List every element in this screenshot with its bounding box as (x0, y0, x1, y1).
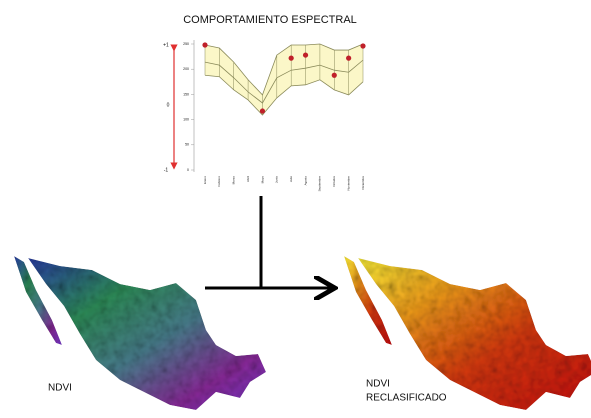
x-tick-label: Julio (289, 176, 293, 183)
x-tick-label: Septiembre (318, 176, 322, 192)
x-tick-label: Abril (246, 176, 250, 182)
scale-label: 0 (167, 102, 170, 108)
x-tick-label: Octubre (332, 176, 336, 187)
x-tick-label: Junio (275, 176, 279, 184)
x-tick-label: Diciembre (361, 176, 365, 190)
point (202, 42, 207, 47)
title: COMPORTAMIENTO ESPECTRAL (183, 14, 357, 26)
y-tick-label: 250 (183, 42, 189, 46)
point (360, 43, 365, 48)
scale-label: -1 (164, 167, 169, 173)
x-tick-label: Marzo (232, 176, 236, 185)
map-label: NDVI (48, 383, 72, 394)
map-label: NDVI (366, 379, 390, 390)
y-tick-label: 200 (183, 67, 189, 71)
y-tick-label: 50 (185, 143, 189, 147)
band (205, 44, 363, 115)
point (303, 52, 308, 57)
x-tick-label: Agosto (303, 176, 307, 186)
scale-label: +1 (163, 42, 169, 48)
point (332, 73, 337, 78)
map-label: RECLASIFICADO (366, 393, 447, 404)
y-tick-label: 100 (183, 118, 189, 122)
y-tick-label: 0 (187, 168, 189, 172)
x-tick-label: Noviembre (346, 176, 350, 191)
x-tick-label: Enero (203, 176, 207, 184)
point (346, 56, 351, 61)
x-tick-label: Mayo (260, 176, 264, 184)
chart: 0 50 100 150 200 250 Enero Febrero Marzo Abril May… (183, 42, 365, 191)
point (260, 108, 265, 113)
diagram: COMPORTAMIENTO ESPECTRAL +1 0 -1 0 50 100 1… (0, 0, 591, 418)
point (289, 56, 294, 61)
x-tick-label: Febrero (217, 176, 221, 187)
y-tick-label: 150 (183, 92, 189, 96)
